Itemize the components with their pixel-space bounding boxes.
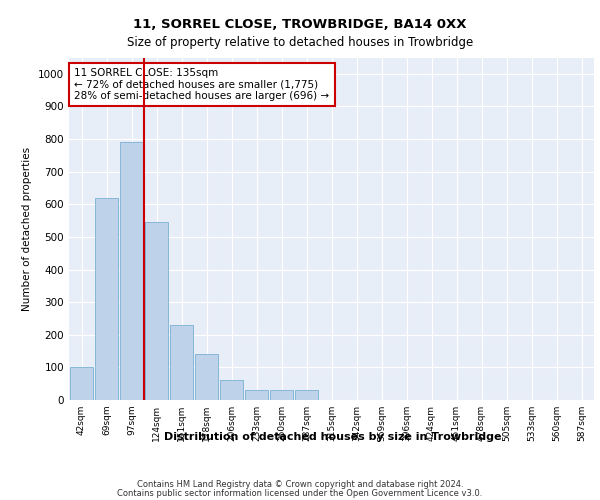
Text: Contains HM Land Registry data © Crown copyright and database right 2024.: Contains HM Land Registry data © Crown c… [137,480,463,489]
Text: Size of property relative to detached houses in Trowbridge: Size of property relative to detached ho… [127,36,473,49]
Bar [220,380,243,400]
Bar [70,368,93,400]
Bar [95,198,118,400]
Bar [295,390,318,400]
Bar [270,390,293,400]
Bar [245,390,268,400]
Y-axis label: Number of detached properties: Number of detached properties [22,146,32,311]
Text: Distribution of detached houses by size in Trowbridge: Distribution of detached houses by size … [164,432,502,442]
Bar [195,354,218,400]
Bar [145,222,168,400]
Text: 11 SORREL CLOSE: 135sqm
← 72% of detached houses are smaller (1,775)
28% of semi: 11 SORREL CLOSE: 135sqm ← 72% of detache… [74,68,329,101]
Bar [120,142,143,400]
Text: 11, SORREL CLOSE, TROWBRIDGE, BA14 0XX: 11, SORREL CLOSE, TROWBRIDGE, BA14 0XX [133,18,467,30]
Bar [170,325,193,400]
Text: Contains public sector information licensed under the Open Government Licence v3: Contains public sector information licen… [118,489,482,498]
